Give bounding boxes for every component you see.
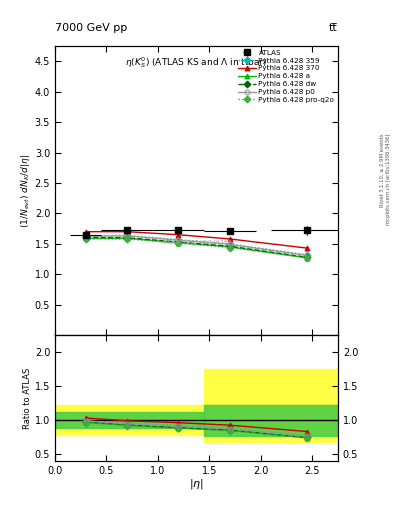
Text: Rivet 3.1.10, ≥ 2.9M events
mcplots.cern.ch [arXiv:1306.3436]: Rivet 3.1.10, ≥ 2.9M events mcplots.cern…	[380, 134, 391, 225]
Pythia 6.428 p0	[176, 237, 181, 243]
Pythia 6.428 dw	[305, 254, 309, 260]
Pythia 6.428 a	[176, 240, 181, 246]
Pythia 6.428 pro-q2o	[125, 236, 129, 242]
Pythia 6.428 370	[84, 228, 88, 234]
Pythia 6.428 359	[84, 233, 88, 239]
Line: Pythia 6.428 dw: Pythia 6.428 dw	[83, 234, 310, 260]
Pythia 6.428 359	[176, 237, 181, 243]
Pythia 6.428 p0	[125, 233, 129, 239]
Pythia 6.428 pro-q2o	[176, 240, 181, 246]
Line: Pythia 6.428 370: Pythia 6.428 370	[83, 229, 310, 250]
X-axis label: $|\eta|$: $|\eta|$	[189, 477, 204, 491]
Pythia 6.428 pro-q2o	[228, 244, 232, 250]
Line: Pythia 6.428 359: Pythia 6.428 359	[83, 233, 310, 257]
Line: Pythia 6.428 pro-q2o: Pythia 6.428 pro-q2o	[83, 237, 310, 260]
Pythia 6.428 370	[176, 231, 181, 238]
Y-axis label: $(1/N_{evt})\ dN_K/d|\eta|$: $(1/N_{evt})\ dN_K/d|\eta|$	[19, 154, 32, 227]
Pythia 6.428 a	[228, 244, 232, 250]
Pythia 6.428 p0	[305, 252, 309, 259]
Pythia 6.428 a	[84, 236, 88, 242]
Pythia 6.428 a	[125, 236, 129, 242]
Pythia 6.428 dw	[228, 243, 232, 249]
Pythia 6.428 a	[305, 255, 309, 261]
Text: 7000 GeV pp: 7000 GeV pp	[55, 23, 127, 33]
Line: Pythia 6.428 a: Pythia 6.428 a	[83, 236, 310, 260]
Pythia 6.428 p0	[228, 241, 232, 247]
Pythia 6.428 359	[305, 252, 309, 258]
Pythia 6.428 dw	[125, 234, 129, 241]
Text: tt̅: tt̅	[329, 23, 338, 33]
Pythia 6.428 dw	[84, 234, 88, 240]
Pythia 6.428 p0	[84, 233, 88, 239]
Pythia 6.428 370	[305, 245, 309, 251]
Pythia 6.428 370	[228, 236, 232, 242]
Legend: ATLAS, Pythia 6.428 359, Pythia 6.428 370, Pythia 6.428 a, Pythia 6.428 dw, Pyth: ATLAS, Pythia 6.428 359, Pythia 6.428 37…	[235, 48, 336, 105]
Line: Pythia 6.428 p0: Pythia 6.428 p0	[83, 233, 310, 258]
Y-axis label: Ratio to ATLAS: Ratio to ATLAS	[23, 367, 32, 429]
Pythia 6.428 359	[125, 232, 129, 239]
Pythia 6.428 dw	[176, 239, 181, 245]
Pythia 6.428 359	[228, 241, 232, 247]
Pythia 6.428 370	[125, 228, 129, 234]
Text: $\eta(K^0_S)$ (ATLAS KS and $\Lambda$ in ttbar): $\eta(K^0_S)$ (ATLAS KS and $\Lambda$ in…	[125, 55, 268, 70]
Pythia 6.428 pro-q2o	[84, 236, 88, 242]
Pythia 6.428 pro-q2o	[305, 255, 309, 261]
Text: ATLAS_2019_I1746286: ATLAS_2019_I1746286	[161, 240, 232, 245]
